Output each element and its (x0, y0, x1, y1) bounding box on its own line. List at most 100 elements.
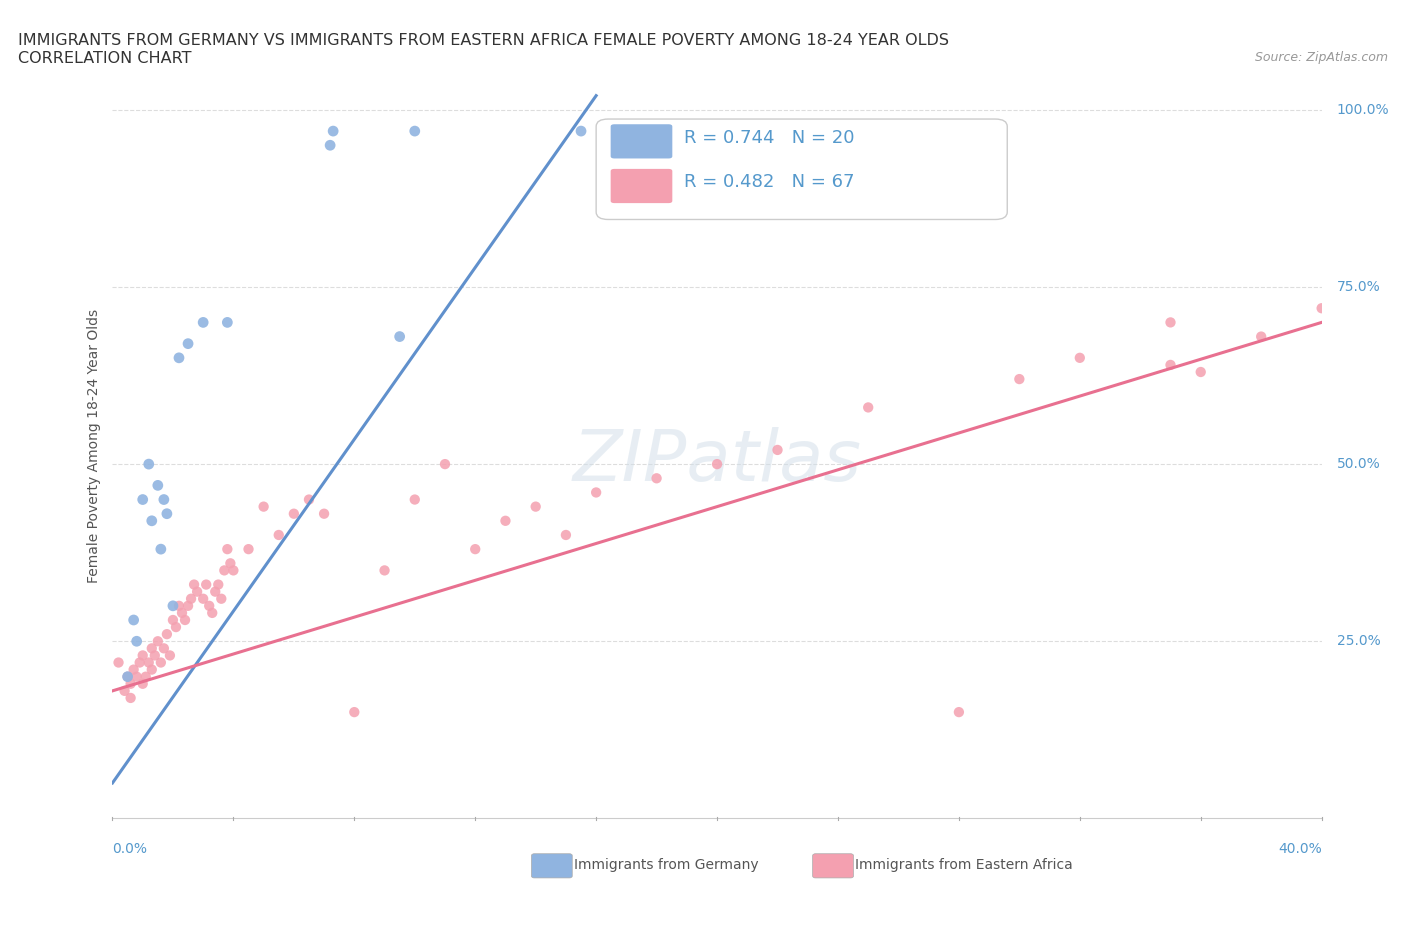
Text: 100.0%: 100.0% (1337, 103, 1389, 117)
Point (433, 457, 456, 472)
Point (219, 556, 242, 571)
Point (135, 670, 157, 684)
FancyBboxPatch shape (610, 169, 672, 203)
Y-axis label: Female Poverty Among 18-24 Year Olds: Female Poverty Among 18-24 Year Olds (87, 310, 101, 583)
Point (146, 634, 169, 649)
FancyBboxPatch shape (596, 119, 1007, 219)
Point (766, 443, 789, 458)
Point (298, 492, 321, 507)
Point (132, 492, 155, 507)
Point (122, 613, 145, 628)
Point (217, 315, 239, 330)
Text: 25.0%: 25.0% (1337, 634, 1381, 648)
Point (117, 670, 139, 684)
Point (856, 400, 880, 415)
Text: 50.0%: 50.0% (1337, 458, 1381, 472)
Point (464, 541, 486, 556)
Point (201, 605, 224, 620)
Point (141, 513, 163, 528)
Point (120, 690, 142, 705)
Point (374, 563, 396, 578)
Point (1008, 372, 1031, 387)
Point (554, 527, 576, 542)
Point (217, 541, 239, 556)
Text: 75.0%: 75.0% (1337, 280, 1381, 294)
Point (146, 478, 169, 493)
Point (222, 563, 245, 578)
Point (156, 627, 179, 642)
Point (1189, 365, 1212, 379)
Point (162, 613, 184, 628)
Point (153, 641, 176, 656)
Point (183, 578, 205, 592)
Point (120, 676, 142, 691)
Point (186, 584, 208, 599)
Point (117, 670, 139, 684)
Point (180, 591, 202, 606)
Point (167, 351, 190, 365)
Point (645, 471, 668, 485)
Point (128, 655, 150, 670)
Text: 0.0%: 0.0% (112, 842, 148, 856)
Point (214, 563, 236, 578)
Point (162, 598, 184, 613)
Text: Immigrants from Eastern Africa: Immigrants from Eastern Africa (855, 857, 1073, 872)
Point (149, 541, 172, 556)
Point (1069, 351, 1091, 365)
Point (267, 527, 290, 542)
Point (585, 485, 607, 500)
FancyBboxPatch shape (610, 125, 672, 158)
Point (343, 705, 366, 720)
Point (524, 499, 547, 514)
Point (167, 598, 190, 613)
Point (404, 124, 426, 139)
Text: CORRELATION CHART: CORRELATION CHART (18, 51, 191, 66)
Point (138, 655, 160, 670)
Point (706, 457, 728, 472)
Text: Immigrants from Germany: Immigrants from Germany (574, 857, 758, 872)
Point (122, 662, 145, 677)
Point (125, 670, 148, 684)
Point (125, 634, 148, 649)
Text: Source: ZipAtlas.com: Source: ZipAtlas.com (1254, 51, 1388, 64)
Point (569, 124, 592, 139)
Point (495, 513, 517, 528)
Point (1310, 300, 1333, 315)
Point (388, 329, 411, 344)
Point (238, 541, 260, 556)
Point (191, 315, 214, 330)
Point (283, 506, 305, 521)
Text: R = 0.482   N = 67: R = 0.482 N = 67 (685, 173, 855, 192)
Point (149, 655, 172, 670)
Text: ZIPatlas: ZIPatlas (572, 427, 862, 496)
Text: 40.0%: 40.0% (1278, 842, 1322, 856)
Point (156, 506, 179, 521)
Point (170, 605, 193, 620)
Point (107, 655, 129, 670)
Point (948, 705, 970, 720)
Point (159, 648, 181, 663)
Point (114, 684, 136, 698)
Point (138, 457, 160, 472)
Point (1159, 357, 1181, 372)
Point (207, 578, 229, 592)
Point (177, 337, 200, 352)
Point (141, 662, 163, 677)
Point (209, 591, 232, 606)
Point (153, 492, 176, 507)
Point (141, 641, 163, 656)
Point (177, 598, 200, 613)
Point (319, 138, 342, 153)
Point (195, 578, 218, 592)
Point (174, 613, 197, 628)
Point (132, 676, 155, 691)
Point (204, 584, 226, 599)
Text: R = 0.744   N = 20: R = 0.744 N = 20 (685, 128, 855, 147)
Point (404, 492, 426, 507)
Point (143, 648, 166, 663)
Point (253, 499, 276, 514)
Point (165, 619, 187, 634)
Text: IMMIGRANTS FROM GERMANY VS IMMIGRANTS FROM EASTERN AFRICA FEMALE POVERTY AMONG 1: IMMIGRANTS FROM GERMANY VS IMMIGRANTS FR… (18, 33, 949, 47)
Point (132, 648, 155, 663)
Point (314, 506, 336, 521)
